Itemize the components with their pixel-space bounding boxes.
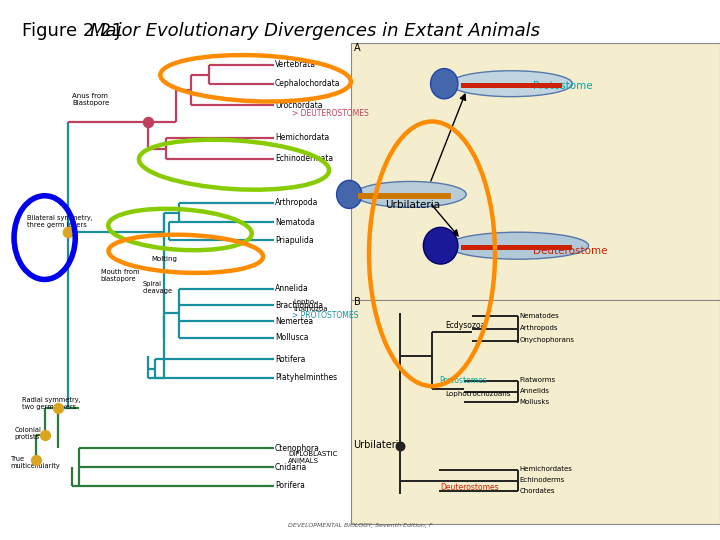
Text: > DEUTEROSTOMES: > DEUTEROSTOMES <box>292 109 369 118</box>
Point <box>39 430 50 439</box>
Text: Priapulida: Priapulida <box>275 236 314 245</box>
Bar <box>461 245 572 250</box>
Text: Figure 2.21: Figure 2.21 <box>22 22 134 39</box>
Text: Urbilateria: Urbilateria <box>385 200 441 210</box>
Ellipse shape <box>431 69 458 99</box>
Text: Nemertea: Nemertea <box>275 317 313 326</box>
Text: Cnidaria: Cnidaria <box>275 463 307 471</box>
Bar <box>461 83 562 88</box>
Text: DEVELOPMENTAL BIOLOGY, Seventh Edition, F: DEVELOPMENTAL BIOLOGY, Seventh Edition, … <box>288 523 432 528</box>
Text: Annelids: Annelids <box>520 388 550 394</box>
Text: Arthropoda: Arthropoda <box>275 198 318 207</box>
Text: B: B <box>354 298 360 307</box>
Text: Urochordata: Urochordata <box>275 101 323 110</box>
Text: Nematodes: Nematodes <box>520 313 559 319</box>
Text: Protostomes: Protostomes <box>439 376 487 385</box>
Text: Colonial
protists: Colonial protists <box>14 427 41 440</box>
Text: Lopho-
trochozoa: Lopho- trochozoa <box>294 299 328 312</box>
Point <box>395 441 406 450</box>
Text: Protostome: Protostome <box>533 82 593 91</box>
Text: Onychophorans: Onychophorans <box>520 337 575 343</box>
Text: Chordates: Chordates <box>520 488 555 494</box>
Ellipse shape <box>336 180 361 208</box>
Text: Cephalochordata: Cephalochordata <box>275 79 341 88</box>
Text: > PROTOSTOMES: > PROTOSTOMES <box>292 312 358 320</box>
Text: Arthropods: Arthropods <box>520 325 558 331</box>
Bar <box>358 193 451 199</box>
Text: Lophotrochozoans: Lophotrochozoans <box>445 391 510 397</box>
Ellipse shape <box>354 181 467 207</box>
Text: Bilateral symmetry,
three germ layers: Bilateral symmetry, three germ layers <box>27 215 93 228</box>
Text: Platyhelminthes: Platyhelminthes <box>275 374 337 382</box>
Text: DIPLOBLASTIC
ANIMALS: DIPLOBLASTIC ANIMALS <box>288 451 337 464</box>
Text: Echinoderms: Echinoderms <box>520 477 565 483</box>
Text: Urbilateria: Urbilateria <box>354 441 405 450</box>
Text: Annelida: Annelida <box>275 285 309 293</box>
Text: Hemichordates: Hemichordates <box>520 465 572 472</box>
Text: Spiral
cleavage: Spiral cleavage <box>143 281 173 294</box>
Bar <box>351 300 720 524</box>
Bar <box>351 43 720 300</box>
Text: Major Evolutionary Divergences in Extant Animals: Major Evolutionary Divergences in Extant… <box>90 22 540 39</box>
Text: Echinodermata: Echinodermata <box>275 154 333 163</box>
Ellipse shape <box>450 71 572 97</box>
Text: Mouth from
blastopore: Mouth from blastopore <box>101 269 139 282</box>
Text: Porifera: Porifera <box>275 482 305 490</box>
Text: A: A <box>354 43 360 52</box>
Text: Anus from
Blastopore: Anus from Blastopore <box>72 93 109 106</box>
Ellipse shape <box>448 232 589 259</box>
Text: Mollusca: Mollusca <box>275 333 309 342</box>
Text: Vertebrata: Vertebrata <box>275 60 316 69</box>
Text: Ctenophora: Ctenophora <box>275 444 320 453</box>
Text: Ecdysozoa: Ecdysozoa <box>445 321 485 329</box>
Point <box>142 117 153 126</box>
Text: Flatworms: Flatworms <box>520 376 556 383</box>
Point <box>30 456 42 464</box>
Text: Radial symmetry,
two germ layers: Radial symmetry, two germ layers <box>22 397 80 410</box>
Text: True
multicellularity: True multicellularity <box>11 456 60 469</box>
Text: Deuterostome: Deuterostome <box>533 246 607 256</box>
Text: Brachiopoda: Brachiopoda <box>275 301 323 309</box>
Text: Rotifera: Rotifera <box>275 355 305 363</box>
Text: Mollusks: Mollusks <box>520 399 550 405</box>
Text: Nematoda: Nematoda <box>275 218 315 227</box>
Text: Molting: Molting <box>151 256 177 262</box>
Text: Hemichordata: Hemichordata <box>275 133 329 142</box>
Ellipse shape <box>423 227 458 264</box>
Text: Deuterostomes: Deuterostomes <box>441 483 499 491</box>
Point <box>52 403 63 412</box>
Point <box>63 228 74 237</box>
